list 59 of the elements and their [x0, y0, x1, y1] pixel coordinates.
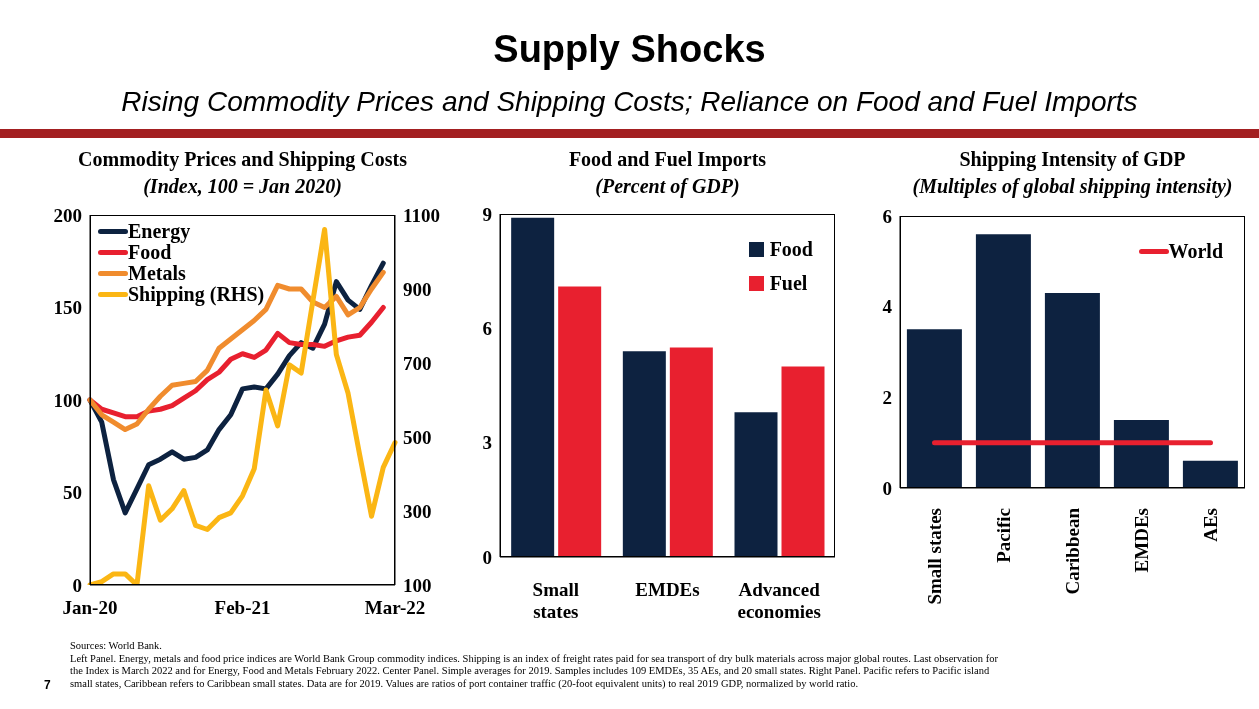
y-tick-label: 9: [482, 203, 492, 225]
legend-label: Energy: [128, 220, 191, 243]
y2-tick-label: 300: [403, 500, 432, 522]
legend-label: World: [1168, 239, 1223, 263]
y-tick-label: 150: [53, 297, 82, 319]
x-tick-label: Small states: [532, 579, 580, 622]
x-tick-label: EMDEs: [635, 579, 700, 601]
legend-label: Food: [128, 241, 172, 264]
x-tick-label: Advanced economies: [737, 579, 821, 622]
bar: [781, 366, 825, 557]
legend-label: Fuel: [769, 271, 808, 295]
bar: [1182, 460, 1238, 488]
x-tick-label: EMDEs: [1131, 508, 1152, 573]
text: 7: [44, 678, 51, 692]
x-tick-label: AEs: [1200, 508, 1221, 542]
y2-tick-label: 1100: [403, 204, 440, 226]
x-tick-label: Feb-21: [214, 597, 271, 619]
source-note: Sources: World Bank.: [70, 640, 163, 653]
x-tick-label: Pacific: [993, 508, 1014, 563]
chart-subtitle: (Percent of GDP): [594, 175, 741, 198]
y-tick-label: 6: [882, 205, 892, 227]
bar: [558, 286, 602, 557]
y-tick-label: 3: [482, 432, 492, 454]
bar: [669, 347, 713, 557]
chart-subtitle: (Index, 100 = Jan 2020): [142, 175, 343, 198]
y-tick-label: 100: [53, 389, 82, 411]
y2-tick-label: 900: [403, 278, 432, 300]
text: Left Panel. Energy, metals and food price indices are World Bank Group commodity indices. Shipping is an index of freight rates paid for sea transport of dry bulk materials across major global routes. Last observation for the Index is March 2022 and for Energy, Food and Metals February 2022. Center Panel. Simple averages for 2019. Samples includes 109 EMDEs, 35 AEs, and 20 small states. Right Panel. Pacific refers to Pacific island small states, Caribbean refers to Caribbean small states. Data are for 2019. Values are ratios of port container traffic (20-foot equivalent units) to real 2019 GDP, normalized by world ratio.: [70, 652, 999, 690]
bar: [622, 351, 666, 557]
bar: [975, 234, 1031, 488]
y-tick-label: 6: [482, 318, 492, 340]
x-tick-label: Small states: [924, 508, 945, 605]
text: Rising Commodity Prices and Shipping Costs; Reliance on Food and Fuel Imports: [120, 86, 1139, 118]
y-tick-label: 50: [63, 482, 82, 504]
y-tick-label: 4: [882, 296, 893, 318]
legend-label: Shipping (RHS): [128, 283, 265, 306]
y2-tick-label: 700: [403, 352, 432, 374]
y-tick-label: 0: [482, 546, 492, 568]
y-tick-label: 0: [882, 477, 892, 499]
bar: [511, 217, 555, 557]
bar: [906, 329, 962, 488]
y-tick-label: 0: [72, 574, 82, 596]
y2-tick-label: 100: [403, 574, 432, 596]
text: Supply Shocks: [492, 28, 767, 71]
x-tick-label: Jan-20: [62, 597, 118, 619]
bar: [1113, 420, 1169, 488]
bar: [1044, 293, 1100, 488]
legend-label: Metals: [128, 262, 186, 285]
bar: [734, 412, 778, 557]
chart-title: Shipping Intensity of GDP: [958, 148, 1187, 171]
y-tick-label: 2: [882, 387, 892, 409]
y2-tick-label: 500: [403, 426, 432, 448]
chart-subtitle: (Multiples of global shipping intensity): [911, 175, 1234, 198]
y-tick-label: 200: [53, 204, 82, 226]
x-tick-label: Mar-22: [364, 597, 426, 619]
chart-title: Food and Fuel Imports: [567, 148, 768, 171]
legend-label: Food: [769, 237, 813, 261]
chart-title: Commodity Prices and Shipping Costs: [77, 148, 408, 171]
x-tick-label: Caribbean: [1062, 507, 1083, 595]
